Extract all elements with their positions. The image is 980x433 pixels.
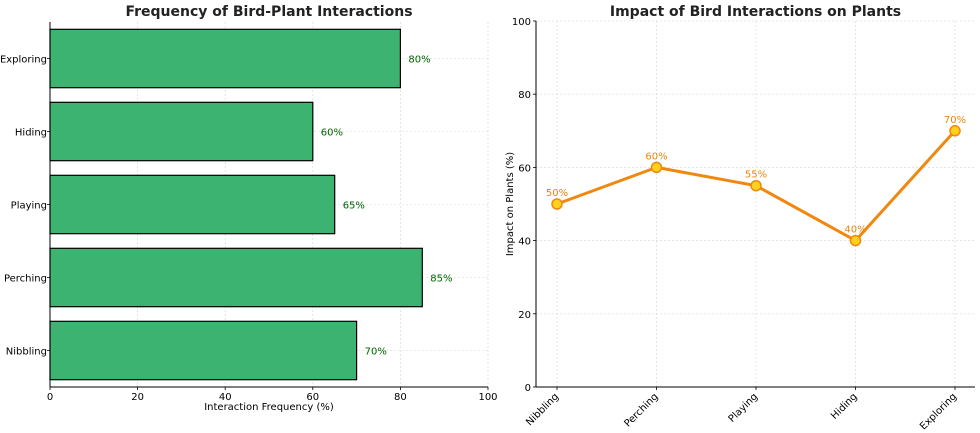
x-tick-label: 0 xyxy=(47,392,53,403)
data-point xyxy=(551,198,563,210)
bar xyxy=(49,28,401,89)
y-tick-label: 40 xyxy=(518,237,531,248)
impact-line-chart: 0 20 40 60 80 100 Nibbling Perching Playing Hidin… xyxy=(505,4,975,432)
chart-title: Frequency of Bird-Plant Interactions xyxy=(125,4,412,20)
x-tick-label: Perching xyxy=(622,391,660,429)
bar-value-label: 60% xyxy=(321,128,343,139)
bar-value-label: 80% xyxy=(408,55,430,66)
x-tick-label: 100 xyxy=(478,392,497,403)
x-tick-label: 40 xyxy=(219,392,232,403)
bar xyxy=(49,247,423,308)
bar xyxy=(49,174,336,235)
bar xyxy=(49,320,358,381)
bar-value-label: 65% xyxy=(343,201,365,212)
x-tick-label: Nibbling xyxy=(524,391,561,428)
data-point xyxy=(650,161,663,174)
category-tick-label: Hiding xyxy=(15,128,47,139)
x-tick-label: Exploring xyxy=(918,391,959,432)
data-point-label: 50% xyxy=(546,188,568,199)
data-point-label: 60% xyxy=(645,151,667,162)
x-axis-label: Interaction Frequency (%) xyxy=(204,402,334,413)
data-point-label: 55% xyxy=(745,170,767,181)
x-tick-label: 80 xyxy=(394,392,407,403)
x-tick-label: 60 xyxy=(306,392,319,403)
data-point xyxy=(849,234,862,247)
category-tick-label: Playing xyxy=(11,201,47,212)
bar xyxy=(49,101,314,162)
y-tick-label: 0 xyxy=(525,383,531,394)
data-point xyxy=(949,125,961,137)
data-point-label: 40% xyxy=(844,225,866,236)
chart-title: Impact of Bird Interactions on Plants xyxy=(610,4,901,20)
x-tick-label: Playing xyxy=(727,391,760,424)
frequency-bar-chart: 70% Nibbling 85% Perching 65% Playing 60% Hidin… xyxy=(0,4,498,413)
x-tick-label: 20 xyxy=(131,392,144,403)
category-tick-label: Perching xyxy=(4,274,47,285)
y-axis-label: Impact on Plants (%) xyxy=(505,152,516,256)
category-tick-label: Exploring xyxy=(0,55,47,66)
data-point xyxy=(750,179,762,192)
category-tick-label: Nibbling xyxy=(6,347,47,358)
y-tick-label: 100 xyxy=(512,17,531,28)
x-tick-label: Hiding xyxy=(829,391,859,421)
y-tick-label: 60 xyxy=(518,163,531,174)
bar-value-label: 85% xyxy=(430,274,452,285)
data-point-label: 70% xyxy=(944,115,966,126)
bar-value-label: 70% xyxy=(365,347,387,358)
y-tick-label: 80 xyxy=(518,90,531,101)
y-tick-label: 20 xyxy=(518,310,531,321)
